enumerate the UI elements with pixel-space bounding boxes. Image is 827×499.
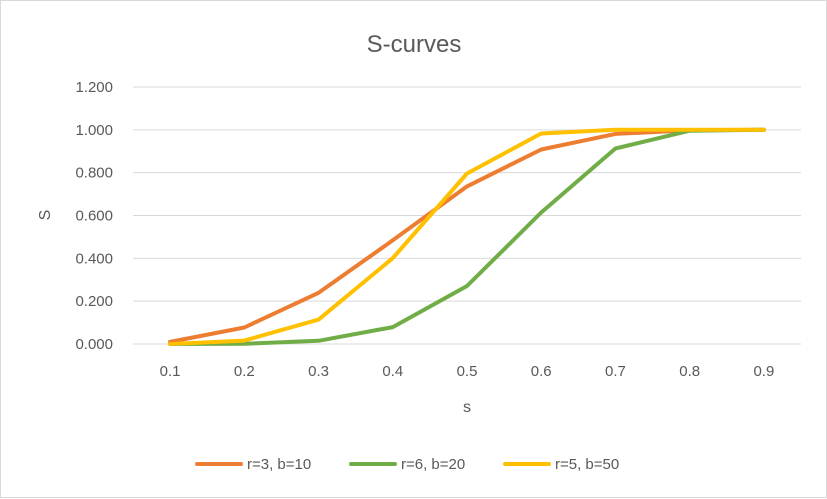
legend-label-2: r=6, b=20 (401, 456, 465, 473)
y-tick-label: 1.200 (75, 79, 113, 96)
x-tick-label: 0.3 (308, 363, 329, 380)
x-tick-label: 0.5 (457, 363, 478, 380)
y-tick-label: 0.800 (75, 165, 113, 182)
x-tick-label: 0.6 (531, 363, 552, 380)
x-tick-label: 0.1 (160, 363, 181, 380)
x-axis-ticks: 0.1 0.2 0.3 0.4 0.5 0.6 0.7 0.8 0.9 (160, 363, 775, 380)
x-tick-label: 0.4 (382, 363, 403, 380)
series-line-1 (168, 127, 766, 344)
y-tick-label: 0.400 (75, 250, 113, 267)
gridlines (133, 86, 801, 345)
series-lines (168, 127, 766, 346)
y-tick-label: 0.200 (75, 293, 113, 310)
x-tick-label: 0.9 (753, 363, 774, 380)
x-tick-label: 0.2 (234, 363, 255, 380)
x-tick-label: 0.7 (605, 363, 626, 380)
x-tick-label: 0.8 (679, 363, 700, 380)
y-axis-label: S (37, 210, 54, 221)
legend-label-3: r=5, b=50 (555, 456, 619, 473)
chart-title: S-curves (367, 31, 462, 58)
y-tick-label: 0.000 (75, 336, 113, 353)
x-axis-label: s (463, 399, 471, 416)
y-axis-ticks: 0.000 0.200 0.400 0.600 0.800 1.000 1.200 (75, 79, 113, 353)
series-line-2 (168, 127, 766, 346)
y-tick-label: 1.000 (75, 122, 113, 139)
legend: r=3, b=10 r=6, b=20 r=5, b=50 (195, 456, 619, 473)
legend-label-1: r=3, b=10 (247, 456, 311, 473)
y-tick-label: 0.600 (75, 208, 113, 225)
series-line-3 (168, 127, 766, 346)
